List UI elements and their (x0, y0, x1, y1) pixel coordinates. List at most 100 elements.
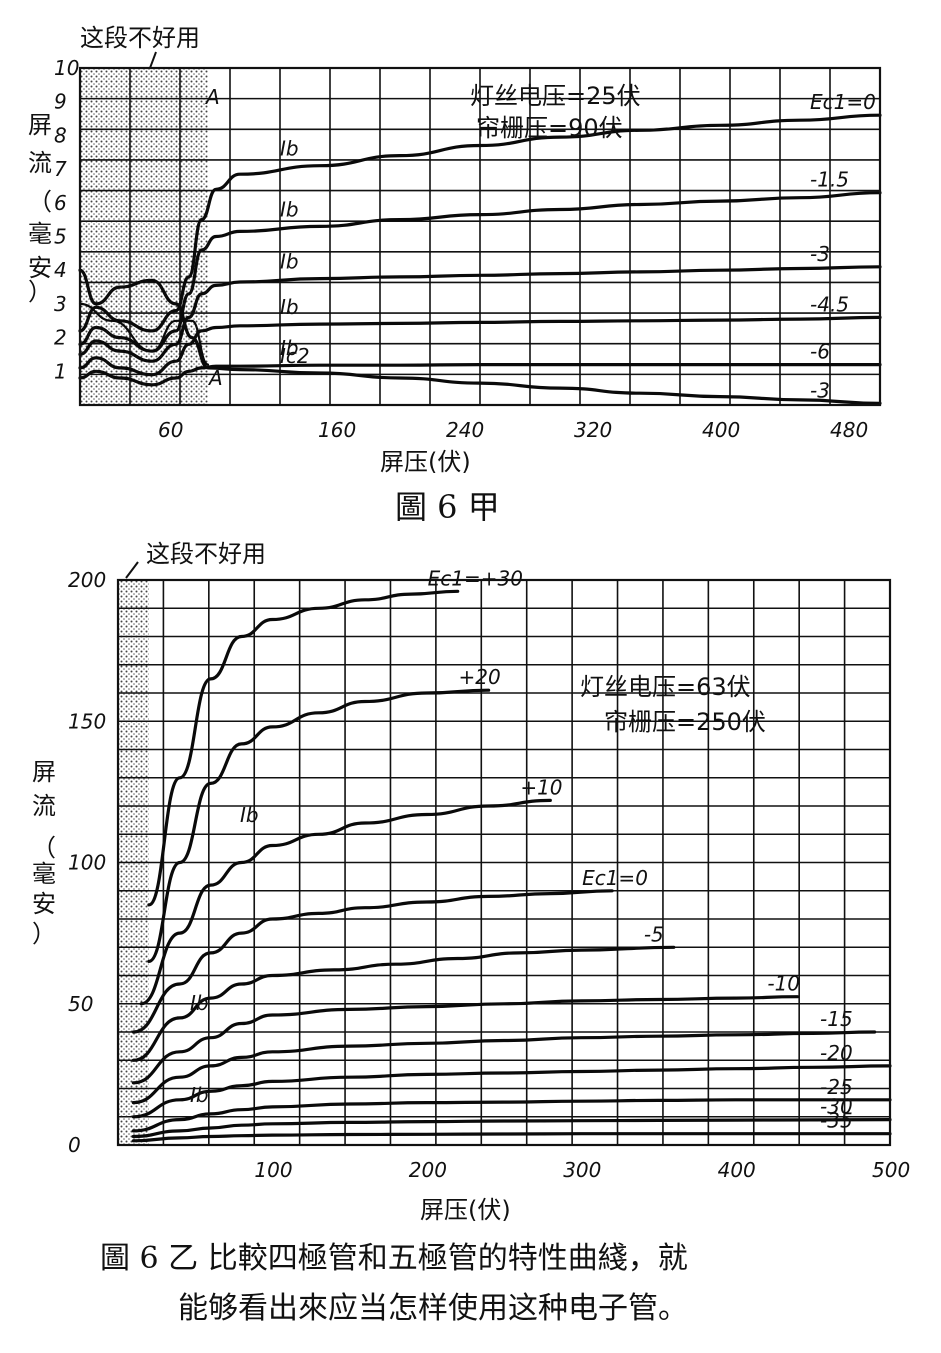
caption-a: 圖 6 甲 (395, 488, 500, 526)
curve-label-0: Ib (280, 137, 299, 161)
y-tick-label: 2 (54, 326, 67, 350)
chart-a-ylabel-char-3: （ (28, 188, 52, 216)
chart-a-unusable-label: 这段不好用 (80, 24, 200, 52)
chart-a-curves (78, 113, 882, 405)
chart-b-condition-2: 帘栅压=250伏 (604, 708, 766, 736)
chart-b-ylabel-char-5: 安 (32, 890, 56, 918)
chart-a-condition-2: 帘栅压=90伏 (476, 114, 623, 142)
y-tick-label: 200 (68, 568, 106, 592)
curve-label-3: Ib (280, 295, 299, 319)
chart-b-curve-label-1: Ib (240, 803, 259, 827)
chart-b-x-ticks: 100 200 300 400 500 (254, 1158, 910, 1182)
series-line-0 (78, 113, 882, 333)
x-tick-label: 480 (830, 418, 868, 442)
y-tick-label: 0 (68, 1133, 81, 1157)
y-tick-label: 7 (54, 157, 67, 181)
x-tick-label: 400 (718, 1158, 756, 1182)
series-line-3 (131, 889, 614, 1034)
chart-a: 60 160 240 320 400 480 1 2 3 4 5 6 7 8 9 10 Ec1=0 -1.5 -… (28, 24, 882, 526)
chart-b-xlabel: 屏压(伏) (420, 1196, 511, 1224)
chart-b: 100 200 300 400 500 0 50 100 150 200 Ec1=+30 +20 +… (32, 540, 910, 1326)
series-line-1 (147, 688, 491, 963)
chart-b-y-ticks: 0 50 100 150 200 (68, 568, 106, 1157)
series-line-0 (147, 589, 460, 907)
chart-b-curve-label-3: Ib (190, 1083, 209, 1107)
chart-a-condition-1: 灯丝电压=25伏 (470, 82, 641, 110)
chart-a-ylabel-char-5: 安 (28, 254, 52, 282)
series-line-2 (139, 798, 552, 1006)
chart-a-ylabel-char-1: 屏 (28, 111, 52, 139)
chart-a-marker-top: A (204, 85, 220, 109)
curve-label-5: Ic2 (280, 344, 310, 368)
x-tick-label: 500 (872, 1158, 910, 1182)
series-label-2: +10 (520, 775, 562, 799)
series-label-4: -6 (810, 340, 830, 364)
series-line-2 (78, 265, 882, 363)
x-tick-label: 200 (409, 1158, 447, 1182)
y-tick-label: 4 (54, 258, 67, 282)
series-line-10 (131, 1132, 892, 1143)
chart-a-xlabel: 屏压(伏) (380, 448, 471, 476)
curve-label-4: Ib (280, 336, 299, 360)
x-tick-label: 400 (702, 418, 740, 442)
y-tick-label: 1 (54, 359, 67, 383)
series-label-5: -10 (767, 972, 800, 996)
chart-a-unusable-region (80, 68, 208, 405)
series-line-6 (78, 302, 210, 366)
y-tick-label: 150 (68, 709, 106, 733)
y-tick-label: 10 (54, 56, 79, 80)
chart-a-ylabel-char-4: 毫 (28, 220, 52, 248)
chart-a-marker-bottom: A (207, 366, 223, 390)
y-tick-label: 3 (54, 292, 67, 316)
series-line-9 (131, 1118, 892, 1139)
chart-a-series-labels: Ec1=0 -1.5 -3 -4.5 -6 -3 (810, 90, 876, 402)
x-tick-label: 100 (254, 1158, 292, 1182)
series-label-7: -20 (820, 1041, 853, 1065)
y-tick-label: 100 (68, 851, 106, 875)
series-label-3: Ec1=0 (582, 866, 648, 890)
y-tick-label: 5 (54, 225, 67, 249)
series-label-3: -4.5 (810, 292, 849, 316)
chart-a-frame (78, 66, 882, 407)
series-label-6: -15 (820, 1007, 853, 1031)
series-label-8: -25 (820, 1075, 853, 1099)
series-label-0: Ec1=+30 (428, 566, 523, 590)
x-tick-label: 320 (574, 418, 612, 442)
chart-a-x-ticks: 60 160 240 320 400 480 (158, 418, 868, 442)
chart-b-series-labels: Ec1=+30 +20 +10 Ec1=0 -5 -10 -15 -20 -25-30-35 (428, 566, 853, 1132)
caption-b-line-1: 圖 6 乙 比較四極管和五極管的特性曲綫，就 (100, 1241, 688, 1276)
chart-b-ylabel-char-3: （ (32, 834, 56, 862)
y-tick-label: 50 (68, 992, 93, 1016)
series-line-5 (78, 268, 882, 405)
chart-a-ylabel-char-2: 流 (28, 149, 52, 177)
series-label-5: -3 (810, 378, 830, 402)
chart-b-condition-1: 灯丝电压=63伏 (580, 673, 751, 701)
chart-b-grid (118, 580, 890, 1145)
series-line-8 (131, 1098, 892, 1133)
y-tick-label: 6 (54, 191, 67, 215)
x-tick-label: 160 (318, 418, 356, 442)
series-label-0: Ec1=0 (810, 90, 876, 114)
series-label-10: -35 (820, 1109, 853, 1133)
chart-a-grid (80, 68, 880, 405)
chart-b-ylabel-char-4: 毫 (32, 860, 56, 888)
series-label-1: +20 (459, 665, 501, 689)
series-label-1: -1.5 (810, 168, 849, 192)
chart-b-ylabel-char-2: 流 (32, 792, 56, 820)
x-tick-label: 300 (563, 1158, 601, 1182)
series-line-6 (131, 1030, 877, 1105)
chart-b-ylabel-char-6: ） (32, 920, 56, 948)
series-line-7 (131, 1064, 892, 1119)
chart-b-curve-label-2: Ib (190, 991, 209, 1015)
chart-a-unusable-arrow (149, 51, 157, 69)
series-line-4 (131, 945, 676, 1062)
x-tick-label: 60 (158, 418, 183, 442)
y-tick-label: 9 (54, 90, 67, 114)
chart-a-y-ticks: 1 2 3 4 5 6 7 8 9 10 (54, 56, 79, 383)
caption-b-line-2: 能够看出來应当怎样使用这种电子管。 (178, 1291, 688, 1326)
chart-b-unusable-arrow (125, 561, 139, 579)
chart-b-curves (131, 589, 892, 1143)
series-label-9: -30 (820, 1095, 853, 1119)
